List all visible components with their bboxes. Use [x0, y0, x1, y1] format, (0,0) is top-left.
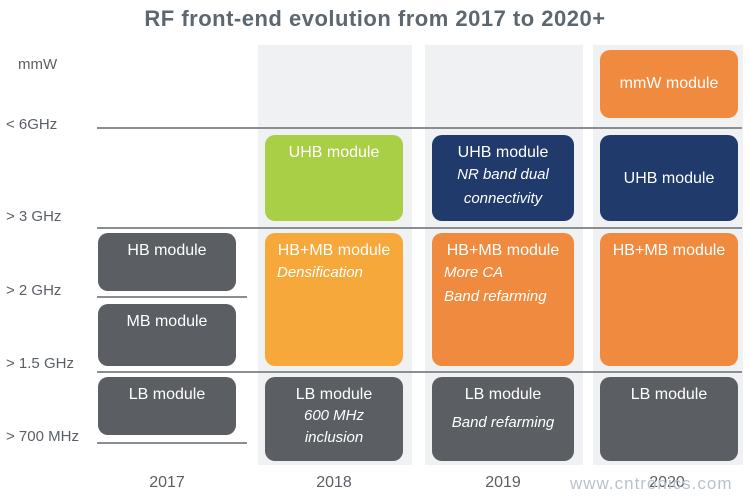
- ylabel-700mhz: > 700 MHz: [6, 428, 79, 445]
- ylabel-1-5ghz: > 1.5 GHz: [6, 355, 74, 372]
- box-sublabel: Band refarming: [451, 414, 555, 431]
- year-2020: 2020: [649, 474, 685, 491]
- ylabel-3ghz: > 3 GHz: [6, 208, 62, 225]
- box-label: UHB module: [288, 144, 380, 161]
- diagram-title: RF front-end evolution from 2017 to 2020…: [144, 6, 606, 31]
- uhb-module-2018: UHB module: [265, 135, 403, 221]
- box-label: LB module: [630, 386, 708, 403]
- box-label: LB module: [464, 386, 542, 403]
- divider-700mhz: [97, 442, 247, 444]
- year-2019: 2019: [485, 474, 521, 491]
- lb-module-2018: LB module 600 MHz inclusion: [265, 377, 403, 461]
- divider-2ghz: [97, 296, 247, 298]
- box-sublabel: NR band dual connectivity: [457, 166, 549, 207]
- lb-module-2020: LB module: [600, 377, 738, 461]
- lb-module-2019: LB module Band refarming: [432, 377, 574, 461]
- year-2018: 2018: [316, 474, 352, 491]
- box-label: HB+MB module: [277, 242, 391, 259]
- box-label: HB+MB module: [612, 242, 726, 259]
- box-label: UHB module: [457, 144, 549, 161]
- ylabel-6ghz: < 6GHz: [6, 116, 58, 133]
- box-label: LB module: [128, 386, 206, 403]
- hbmb-module-2019: HB+MB module More CA Band refarming: [432, 233, 574, 366]
- box-sublabel: More CA Band refarming: [444, 264, 547, 305]
- ylabel-mmw: mmW: [18, 56, 58, 73]
- box-label: UHB module: [623, 170, 715, 187]
- ylabel-2ghz: > 2 GHz: [6, 282, 62, 299]
- divider-3ghz: [97, 227, 742, 229]
- uhb-module-2020: UHB module: [600, 135, 738, 221]
- box-sublabel: 600 MHz inclusion: [303, 407, 365, 446]
- box-label: HB+MB module: [446, 242, 560, 259]
- mmw-module-2020: mmW module: [600, 50, 738, 118]
- hbmb-module-2020: HB+MB module: [600, 233, 738, 366]
- watermark: www.cntronics.com: [570, 474, 733, 493]
- box-sublabel: Densification: [277, 264, 363, 281]
- divider-6ghz: [97, 127, 742, 129]
- box-label: mmW module: [619, 75, 719, 92]
- hb-module-2017: HB module: [98, 233, 236, 291]
- uhb-module-2019: UHB module NR band dual connectivity: [432, 135, 574, 221]
- box-label: MB module: [126, 313, 208, 330]
- divider-1-5ghz: [97, 371, 742, 373]
- year-2017: 2017: [149, 474, 185, 491]
- box-label: LB module: [295, 386, 373, 403]
- hbmb-module-2018: HB+MB module Densification: [265, 233, 403, 366]
- lb-module-2017: LB module: [98, 377, 236, 435]
- box-label: HB module: [127, 242, 207, 259]
- mb-module-2017: MB module: [98, 304, 236, 366]
